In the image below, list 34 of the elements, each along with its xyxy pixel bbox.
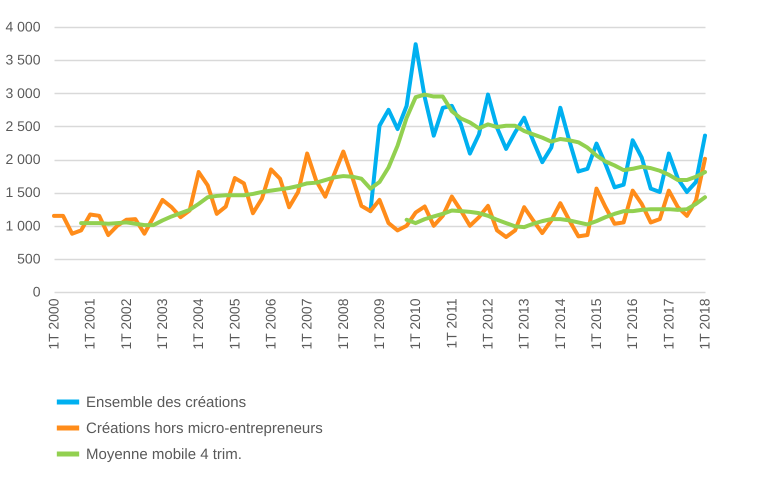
y-tick-label: 3 500 — [5, 52, 41, 68]
x-tick-label: 1T 2018 — [696, 298, 712, 350]
y-tick-label: 2 500 — [5, 118, 41, 134]
y-tick-label: 4 000 — [5, 18, 41, 34]
x-tick-label: 1T 2015 — [588, 298, 604, 350]
x-tick-label: 1T 2002 — [118, 298, 134, 350]
y-tick-label: 1 500 — [5, 184, 41, 200]
y-tick-label: 500 — [17, 250, 41, 266]
x-tick-label: 1T 2014 — [552, 298, 568, 350]
line-series — [404, 195, 707, 230]
x-tick-label: 1T 2005 — [226, 298, 242, 350]
x-tick-label: 1T 2011 — [443, 298, 460, 349]
y-tick-label: 2 000 — [5, 151, 41, 167]
x-tick-label: 1T 2007 — [298, 298, 315, 350]
x-tick-label: 1T 2000 — [46, 298, 62, 350]
x-tick-label: 1T 2006 — [262, 298, 278, 350]
x-tick-label: 1T 2001 — [82, 298, 98, 350]
line-series — [368, 42, 707, 214]
y-tick-label: 3 000 — [5, 84, 41, 101]
x-tick-label: 1T 2010 — [407, 298, 424, 350]
x-tick-label: 1T 2008 — [334, 298, 351, 350]
x-tick-label: 1T 2012 — [480, 298, 496, 350]
x-tick-label: 1T 2017 — [660, 298, 676, 350]
line-series — [79, 92, 707, 228]
legend-label: Moyenne mobile 4 trim. — [86, 446, 242, 463]
x-tick-label: 1T 2013 — [516, 298, 532, 350]
legend-label: Ensemble des créations — [86, 394, 246, 411]
x-tick-label: 1T 2016 — [624, 298, 640, 350]
x-tick-label: 1T 2004 — [190, 298, 206, 350]
legend-label: Créations hors micro-entrepreneurs — [86, 420, 323, 437]
x-tick-label: 1T 2009 — [371, 298, 387, 350]
x-tick-label: 1T 2003 — [154, 298, 170, 350]
y-tick-label: 0 — [32, 284, 41, 300]
y-tick-label: 1 000 — [5, 217, 41, 234]
